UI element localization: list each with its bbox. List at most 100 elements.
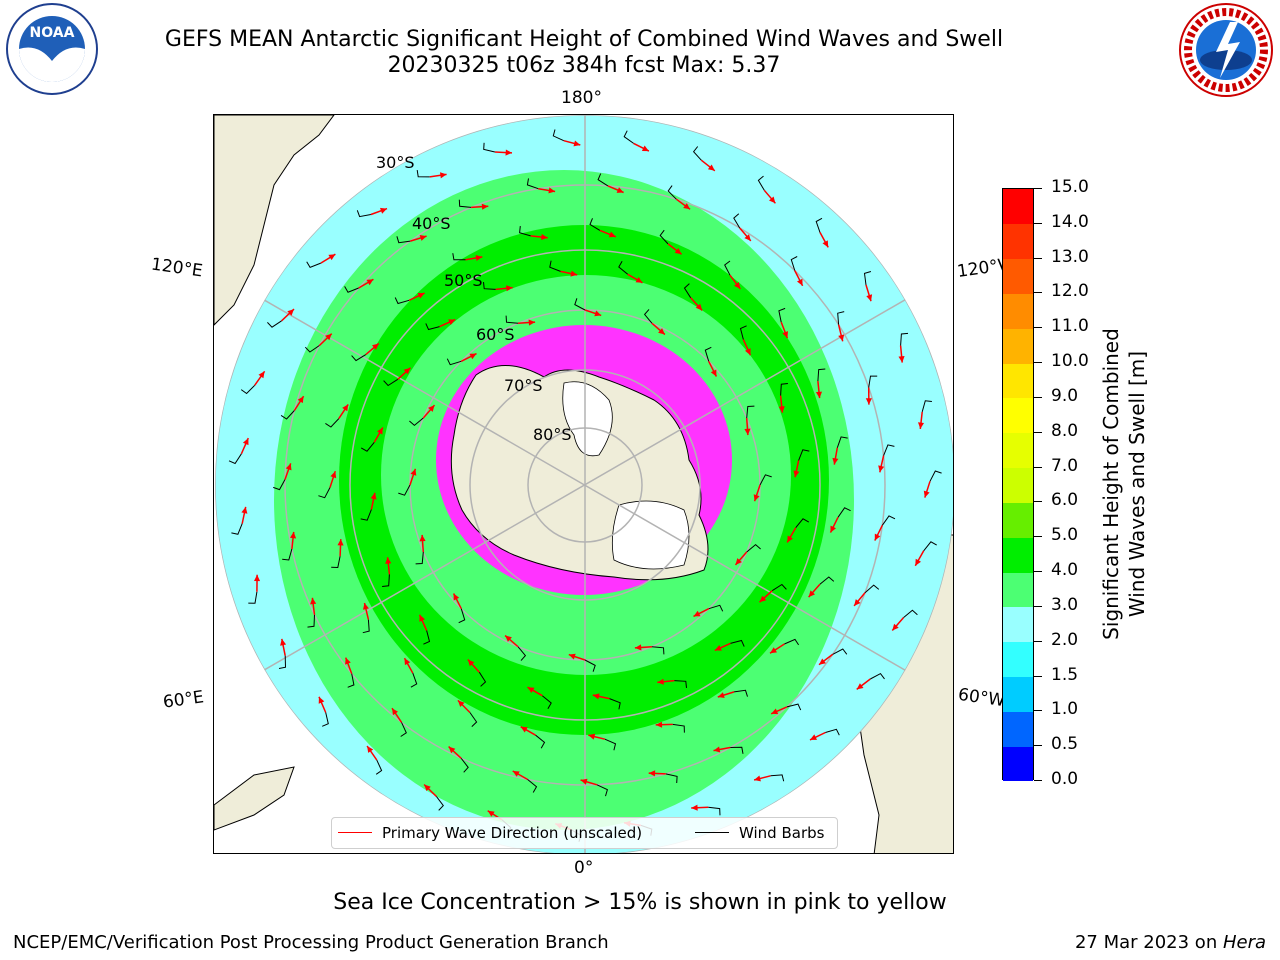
colorbar-tick-mark (1034, 327, 1042, 329)
wind-barb (375, 759, 383, 775)
wave-arrow-head (744, 234, 751, 241)
wind-barb (483, 142, 496, 153)
wind-barb (730, 639, 745, 647)
wave-arrow-head (287, 309, 294, 316)
wave-arrow-head (808, 590, 815, 598)
wave-arrow-head (717, 692, 725, 698)
wave-arrow-head (330, 471, 337, 479)
wind-barb (589, 218, 601, 231)
wind-barb (394, 297, 410, 305)
map-frame (213, 114, 954, 854)
wind-barb (623, 130, 634, 144)
colorbar-tick-label: 2.0 (1051, 629, 1079, 650)
wind-barb (458, 608, 466, 624)
lat-label-60s: 60°S (476, 325, 515, 344)
wind-barb (446, 358, 462, 366)
colorbar-segment (1003, 363, 1033, 399)
wave-arrow-head (573, 140, 581, 147)
wave-arrow-head (648, 770, 656, 777)
wave-arrow-head (635, 277, 643, 283)
colorbar-tick-label: 1.5 (1051, 664, 1079, 685)
colorbar-tick-label: 0.5 (1051, 734, 1079, 755)
nws-logo-icon (1179, 3, 1273, 97)
wind-barb (795, 518, 810, 529)
wind-barb (817, 368, 826, 382)
wave-arrow-head (337, 539, 344, 546)
wave-arrow-head (923, 490, 930, 498)
wave-arrow-head (854, 599, 861, 606)
wind-barb (527, 779, 538, 793)
wave-arrow-head (892, 623, 899, 631)
wave-arrow-head (328, 254, 336, 261)
wave-arrow-head (838, 334, 845, 342)
wave-arrow-head (713, 746, 721, 753)
wave-arrow-head (695, 303, 703, 311)
wind-barb (837, 507, 851, 518)
wind-barb (708, 806, 721, 816)
wind-barb (734, 689, 748, 697)
wind-barb (881, 515, 896, 526)
wave-arrow-head (735, 558, 742, 565)
wind-barb (903, 609, 918, 618)
wave-arrow-head (403, 367, 411, 375)
wave-arrow-head (787, 535, 793, 543)
wind-barb (784, 638, 800, 646)
wind-barb (240, 384, 256, 395)
wind-barb (730, 746, 744, 754)
wave-arrow-head (874, 533, 881, 541)
legend-wave-swatch (338, 832, 372, 833)
legend-wave-label: Primary Wave Direction (unscaled) (382, 824, 643, 842)
wind-barb (549, 260, 561, 272)
wave-arrow-head (342, 404, 349, 412)
wind-barb (282, 548, 293, 561)
wind-barb (883, 444, 895, 456)
wind-barb (771, 583, 787, 592)
wind-barb (708, 604, 724, 612)
wind-barb (347, 673, 355, 688)
wind-barb (665, 773, 678, 784)
colorbar-segment (1003, 606, 1033, 643)
wind-barb (469, 712, 478, 727)
wind-barb (618, 260, 629, 275)
wind-barb (383, 378, 399, 387)
wave-arrow-head (392, 708, 398, 716)
wave-arrow-head (285, 463, 292, 471)
wave-arrow-head (745, 348, 751, 356)
colorbar-segment (1003, 676, 1033, 712)
wave-arrow-head (770, 647, 777, 654)
wind-barb (596, 784, 609, 797)
colorbar-tick-label: 4.0 (1051, 560, 1079, 581)
colorbar-tick-label: 11.0 (1051, 316, 1089, 337)
wave-arrow-head (448, 746, 456, 754)
wave-arrow-head (469, 353, 477, 360)
wind-barb (423, 630, 431, 645)
wave-arrow-head (683, 203, 691, 210)
chart-title: GEFS MEAN Antarctic Significant Height o… (164, 27, 1004, 52)
wind-barb (460, 757, 469, 773)
wind-barb (382, 574, 390, 587)
wave-arrow-head (419, 235, 427, 241)
chart-subtitle: 20230325 t06z 384h fcst Max: 5.37 (387, 53, 781, 78)
wave-arrows-layer (240, 139, 931, 831)
colorbar-tick-label: 12.0 (1051, 281, 1089, 302)
wind-barb (733, 213, 741, 229)
wind-barb (790, 256, 798, 271)
colorbar-segment (1003, 293, 1033, 329)
wave-arrow-head (657, 678, 664, 685)
wind-barb (273, 479, 286, 491)
wave-arrow-head (457, 700, 465, 707)
wind-barb (409, 417, 424, 427)
wave-arrow-head (419, 614, 425, 622)
wave-arrow-head (691, 804, 698, 811)
colorbar-tick-label: 13.0 (1051, 246, 1089, 267)
wave-arrow-head (693, 610, 701, 617)
wave-arrow-head (385, 557, 392, 564)
wave-arrow-head (915, 558, 921, 566)
lat-label-70s: 70°S (504, 376, 543, 395)
wave-arrow-head (258, 371, 265, 379)
wave-arrow-head (242, 438, 249, 446)
colorbar-tick-label: 1.0 (1051, 699, 1079, 720)
wind-barb (478, 671, 487, 687)
wave-arrow-head (453, 593, 460, 601)
wave-arrow-head (505, 149, 512, 156)
